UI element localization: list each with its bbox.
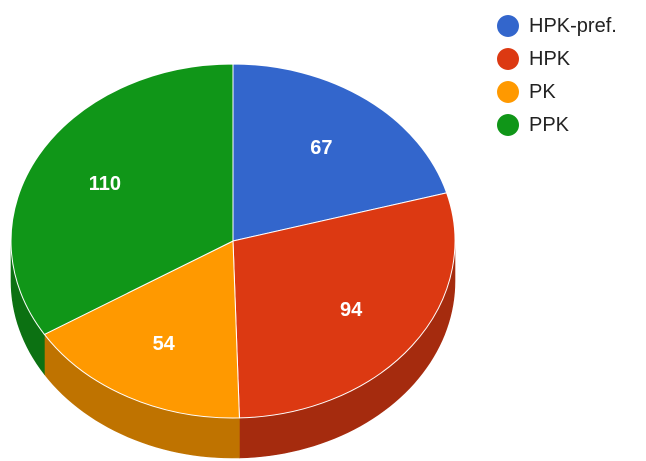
legend-swatch [497,81,519,103]
legend-label: PPK [529,114,569,137]
legend-swatch [497,114,519,136]
chart-legend: HPK-pref. HPK PK PPK [497,13,617,145]
pie-top-layer [11,64,455,418]
legend-swatch [497,48,519,70]
legend-label: HPK [529,48,570,71]
legend-item-pk[interactable]: PK [497,79,617,105]
legend-label: PK [529,81,556,104]
legend-item-hpk-pref[interactable]: HPK-pref. [497,13,617,39]
legend-label: HPK-pref. [529,15,617,38]
data-label-hpk: 94 [340,299,363,321]
data-label-pk: 54 [153,333,176,355]
legend-item-ppk[interactable]: PPK [497,112,617,138]
data-label-ppk: 110 [89,173,121,195]
legend-item-hpk[interactable]: HPK [497,46,617,72]
data-label-hpk-pref: 67 [310,137,332,159]
legend-swatch [497,15,519,37]
